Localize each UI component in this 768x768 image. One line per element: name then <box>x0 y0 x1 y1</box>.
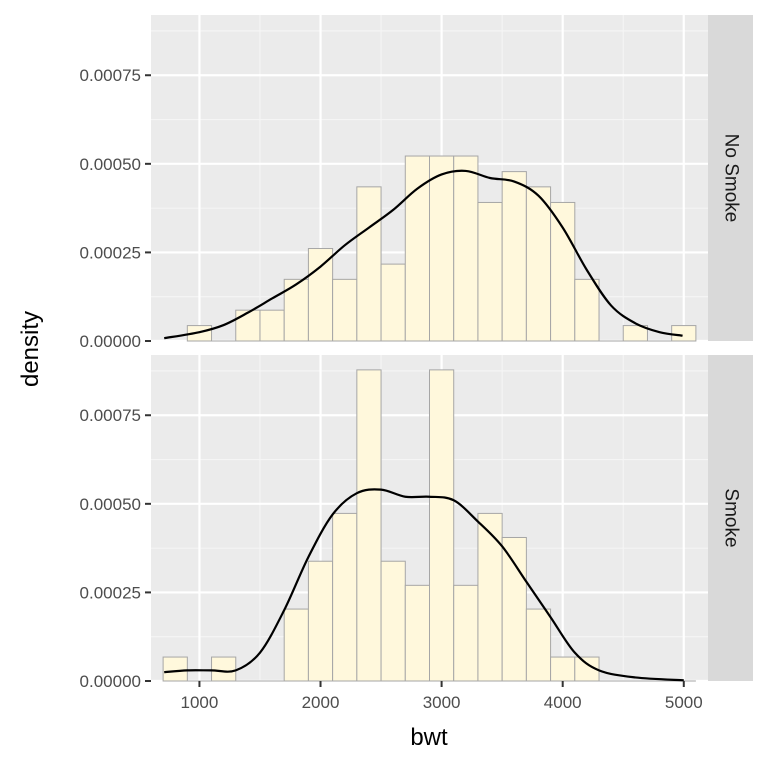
x-axis: 1000 2000 3000 4000 5000 <box>181 681 703 712</box>
facet-panel-0: 0.00000 0.00025 0.00050 0.00075 No Smoke <box>80 15 753 351</box>
histogram-bar <box>477 512 503 682</box>
histogram-bar <box>162 656 188 682</box>
histogram-bar <box>259 309 285 342</box>
facet-strip <box>708 355 753 681</box>
histogram-bar <box>574 278 600 342</box>
histogram-bar <box>356 186 382 342</box>
histogram-bar <box>332 278 358 342</box>
density-curve <box>164 169 683 340</box>
histogram-bar <box>550 201 576 342</box>
y-tick-label: 0.00000 <box>80 672 141 691</box>
histogram-bar <box>283 608 309 682</box>
histogram-bar <box>380 263 406 342</box>
y-tick-label: 0.00050 <box>80 155 141 174</box>
histogram-bar <box>453 584 479 682</box>
histogram-bar <box>356 369 382 682</box>
histogram-bar <box>404 155 431 342</box>
histogram-bar <box>380 560 406 682</box>
histogram-bar <box>525 608 552 682</box>
histogram-bar <box>429 155 455 342</box>
x-axis-title: bwt <box>410 724 448 751</box>
y-tick-label: 0.00000 <box>80 332 141 351</box>
histogram-bar <box>477 201 503 342</box>
histogram-bar <box>550 656 576 682</box>
histogram-bar <box>307 248 334 342</box>
y-tick-label: 0.00075 <box>80 406 141 425</box>
histogram-bar <box>671 325 697 342</box>
x-tick-label: 2000 <box>302 693 340 712</box>
histogram-bar <box>501 536 527 682</box>
histogram-bar <box>332 512 358 682</box>
histogram-bar <box>525 186 552 342</box>
density-curve <box>164 488 684 682</box>
x-tick-label: 5000 <box>665 693 703 712</box>
y-tick-label: 0.00025 <box>80 243 141 262</box>
histogram-bar <box>235 309 261 342</box>
histogram-bar <box>453 155 479 342</box>
facet-panel-1: 0.00000 0.00025 0.00050 0.00075 Smoke <box>80 355 753 691</box>
y-axis-title: density <box>17 311 44 387</box>
histogram-bar <box>211 656 237 682</box>
histogram-bar <box>501 171 527 342</box>
facet-strip-label: Smoke <box>720 488 741 547</box>
x-tick-label: 4000 <box>544 693 582 712</box>
y-tick-label: 0.00050 <box>80 495 141 514</box>
histogram-bar <box>307 560 334 682</box>
facet-strip <box>708 15 753 341</box>
histogram-bar <box>429 369 455 682</box>
x-tick-label: 3000 <box>423 693 461 712</box>
y-tick-label: 0.00025 <box>80 583 141 602</box>
facet-strip-label: No Smoke <box>720 134 741 223</box>
histogram-bar <box>404 584 431 682</box>
x-tick-label: 1000 <box>181 693 219 712</box>
y-tick-label: 0.00075 <box>80 66 141 85</box>
